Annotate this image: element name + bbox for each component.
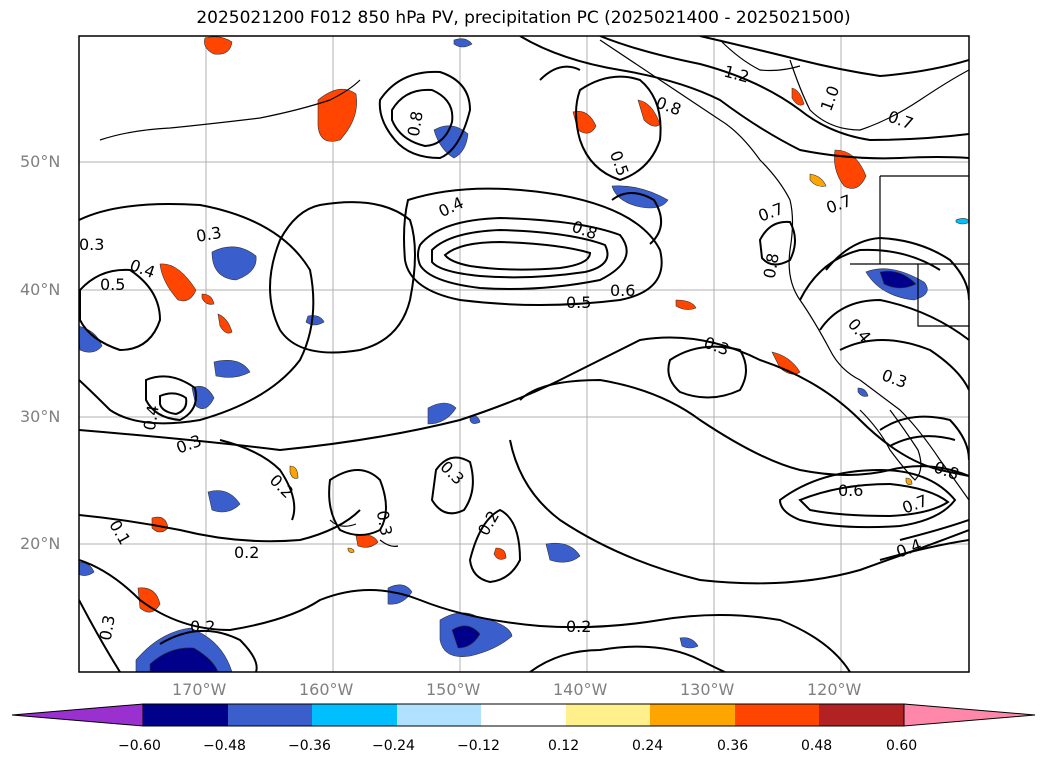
contour-label: 0.4 <box>127 255 157 282</box>
lat-label: 20°N <box>20 534 61 553</box>
precip-positive <box>137 36 913 613</box>
contour-label: 0.3 <box>195 223 223 246</box>
colorbar-bin <box>397 704 481 726</box>
colorbar-tick-label: −0.48 <box>203 738 246 754</box>
colorbar-bin <box>143 704 228 726</box>
lat-label: 40°N <box>20 280 61 299</box>
contour-label: 0.8 <box>404 110 427 138</box>
pv-contours <box>79 36 969 672</box>
lon-label: 120°W <box>807 680 862 699</box>
colorbar-bin <box>228 704 312 726</box>
contour-label: 0.3 <box>879 365 909 392</box>
colorbar-tick-label: 0.36 <box>717 738 749 754</box>
colorbar-high-extend <box>903 703 1036 727</box>
contour-label: 0.5 <box>606 148 633 178</box>
contour-label: 0.6 <box>610 281 635 300</box>
contour-label: 0.5 <box>566 293 591 312</box>
contour-label: 0.7 <box>885 107 915 134</box>
contour-label: 0.4 <box>140 404 163 432</box>
contour-label: 1.2 <box>722 62 752 87</box>
contour-label: 0.7 <box>900 491 930 518</box>
precip-negative <box>79 38 969 672</box>
contour-label: 0.8 <box>569 217 599 244</box>
colorbar-tick-label: 0.24 <box>632 738 664 754</box>
contour-label: 0.5 <box>100 275 125 294</box>
gridlines <box>79 36 969 672</box>
contour-label: 0.3 <box>96 614 119 642</box>
contour-label: 0.3 <box>174 431 204 458</box>
contour-label: 0.3 <box>436 457 467 488</box>
colorbar-tick-label: −0.36 <box>288 738 331 754</box>
contour-label: 0.3 <box>373 509 396 537</box>
contour-label: 0.2 <box>234 543 259 562</box>
lon-label: 130°W <box>680 680 735 699</box>
colorbar-tick-label: −0.60 <box>118 738 161 754</box>
contour-label: 0.3 <box>701 333 731 360</box>
colorbar-bin <box>735 704 819 726</box>
colorbar-bin <box>312 704 397 726</box>
contour-label: 0.2 <box>190 617 215 636</box>
lon-label: 160°W <box>299 680 354 699</box>
lon-label: 150°W <box>426 680 481 699</box>
contour-label: 0.8 <box>931 457 961 484</box>
colorbar-tick-label: 0.12 <box>548 738 580 754</box>
colorbar <box>11 703 1036 727</box>
contour-label: 0.6 <box>838 481 863 500</box>
contour-label: 0.4 <box>894 535 924 562</box>
colorbar-bin <box>650 704 735 726</box>
contour-label: 0.8 <box>760 252 783 280</box>
colorbar-bin <box>566 704 650 726</box>
colorbar-tick-label: −0.24 <box>372 738 415 754</box>
contour-label: 0.4 <box>436 193 467 221</box>
colorbar-low-extend <box>11 703 144 727</box>
colorbar-bin <box>481 704 566 726</box>
colorbar-bin <box>819 704 904 726</box>
contour-label: 1.0 <box>817 83 844 113</box>
contour-label: 0.7 <box>824 191 854 218</box>
lon-label: 170°W <box>172 680 227 699</box>
colorbar-tick-label: 0.48 <box>801 738 833 754</box>
contour-label: 0.8 <box>653 93 683 120</box>
lat-label: 50°N <box>20 152 61 171</box>
contour-label: 0.3 <box>79 235 104 254</box>
coastline <box>99 39 969 547</box>
map-title: 2025021200 F012 850 hPa PV, precipitatio… <box>196 8 851 28</box>
lon-label: 140°W <box>553 680 608 699</box>
colorbar-tick-label: −0.12 <box>457 738 500 754</box>
map-frame <box>78 35 970 673</box>
lat-label: 30°N <box>20 407 61 426</box>
contour-label: 0.2 <box>566 617 591 636</box>
colorbar-tick-label: 0.60 <box>886 738 918 754</box>
